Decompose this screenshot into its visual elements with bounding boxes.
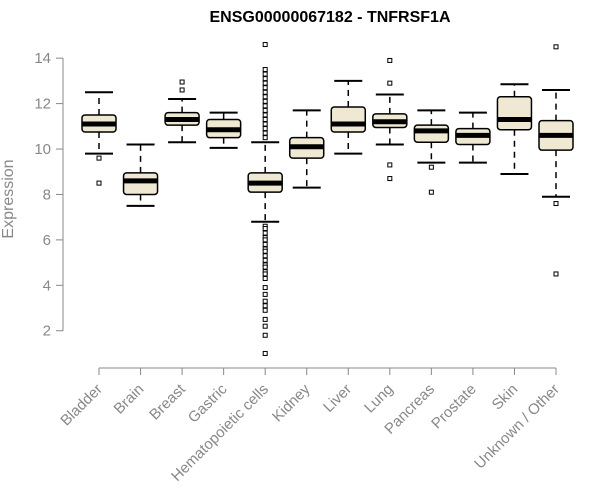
box-group [538, 44, 574, 277]
outlier-point [262, 303, 268, 309]
x-category-label: Lung [361, 381, 397, 417]
y-tick-label: 2 [43, 323, 51, 340]
outlier-point [262, 89, 268, 95]
outlier-point [553, 271, 559, 277]
outlier-point [387, 80, 393, 86]
outlier-point [262, 307, 268, 313]
outlier-point [96, 180, 102, 186]
y-tick-label: 14 [34, 50, 51, 67]
outlier-point [387, 162, 393, 168]
outlier-point [262, 253, 268, 259]
outlier-point [262, 85, 268, 91]
outlier-point [262, 241, 268, 247]
outlier-point [262, 67, 268, 73]
outlier-point [96, 155, 102, 161]
outlier-point [262, 121, 268, 127]
outlier-point [262, 94, 268, 100]
box-group [122, 143, 159, 207]
box-iqr [413, 124, 450, 143]
outlier-point [262, 316, 268, 322]
outlier-point [428, 189, 434, 195]
x-category-label: Liver [320, 381, 355, 416]
outlier-point [262, 98, 268, 104]
box-group [205, 111, 242, 149]
outlier-point [262, 230, 268, 236]
outlier-point [262, 126, 268, 132]
outlier-point [262, 112, 268, 118]
box-group [413, 109, 450, 195]
outlier-point [262, 76, 268, 82]
outlier-point [262, 323, 268, 329]
outlier-point [262, 103, 268, 109]
outlier-point [262, 332, 268, 338]
x-category-label: Breast [146, 380, 189, 423]
box-group [81, 91, 117, 186]
outlier-point [262, 285, 268, 291]
outlier-point [262, 117, 268, 122]
outlier-point [262, 80, 268, 86]
y-tick-label: 8 [43, 186, 51, 203]
box-group [330, 79, 367, 155]
outlier-point [387, 57, 393, 63]
y-tick-label: 10 [34, 141, 51, 158]
outlier-point [179, 79, 185, 85]
y-tick-label: 6 [43, 232, 51, 249]
boxes [81, 42, 574, 356]
outlier-point [553, 201, 559, 207]
box-group [164, 79, 200, 144]
outlier-point [262, 350, 268, 356]
y-axis: 2 4 6 8 10 12 14 [34, 50, 64, 340]
y-tick-label: 12 [34, 96, 51, 113]
x-category-label: Kidney [269, 380, 314, 425]
outlier-point [262, 264, 268, 270]
outlier-point [387, 176, 393, 182]
outlier-point [262, 257, 268, 263]
outlier-point [262, 107, 268, 113]
outlier-point [262, 276, 268, 281]
x-category-label: Prostate [428, 381, 480, 433]
box-group [496, 83, 533, 176]
outlier-point [262, 298, 268, 304]
y-tick-label: 4 [43, 277, 51, 294]
box-iqr [122, 172, 159, 196]
outlier-point [262, 271, 268, 277]
x-category-label: Skin [489, 381, 522, 414]
outlier-point [262, 135, 268, 141]
x-category-label: Bladder [57, 381, 106, 430]
box-iqr [330, 106, 367, 133]
outlier-point [262, 130, 268, 136]
box-group [455, 111, 491, 164]
box-iqr [496, 96, 533, 131]
box-group [247, 42, 283, 356]
chart-title: ENSG00000067182 - TNFRSF1A [210, 9, 451, 26]
x-category-label: Brain [111, 381, 148, 418]
outlier-point [262, 248, 268, 254]
box-group [372, 57, 408, 182]
outlier-point [428, 164, 434, 170]
outlier-point [262, 237, 268, 243]
box-group [288, 109, 325, 189]
y-axis-label: Expression [0, 159, 17, 238]
outlier-point [179, 87, 185, 93]
outlier-point [262, 226, 268, 232]
outlier-point [262, 71, 268, 77]
outlier-point [553, 44, 559, 50]
outlier-point [262, 291, 268, 297]
outlier-point [262, 42, 268, 48]
